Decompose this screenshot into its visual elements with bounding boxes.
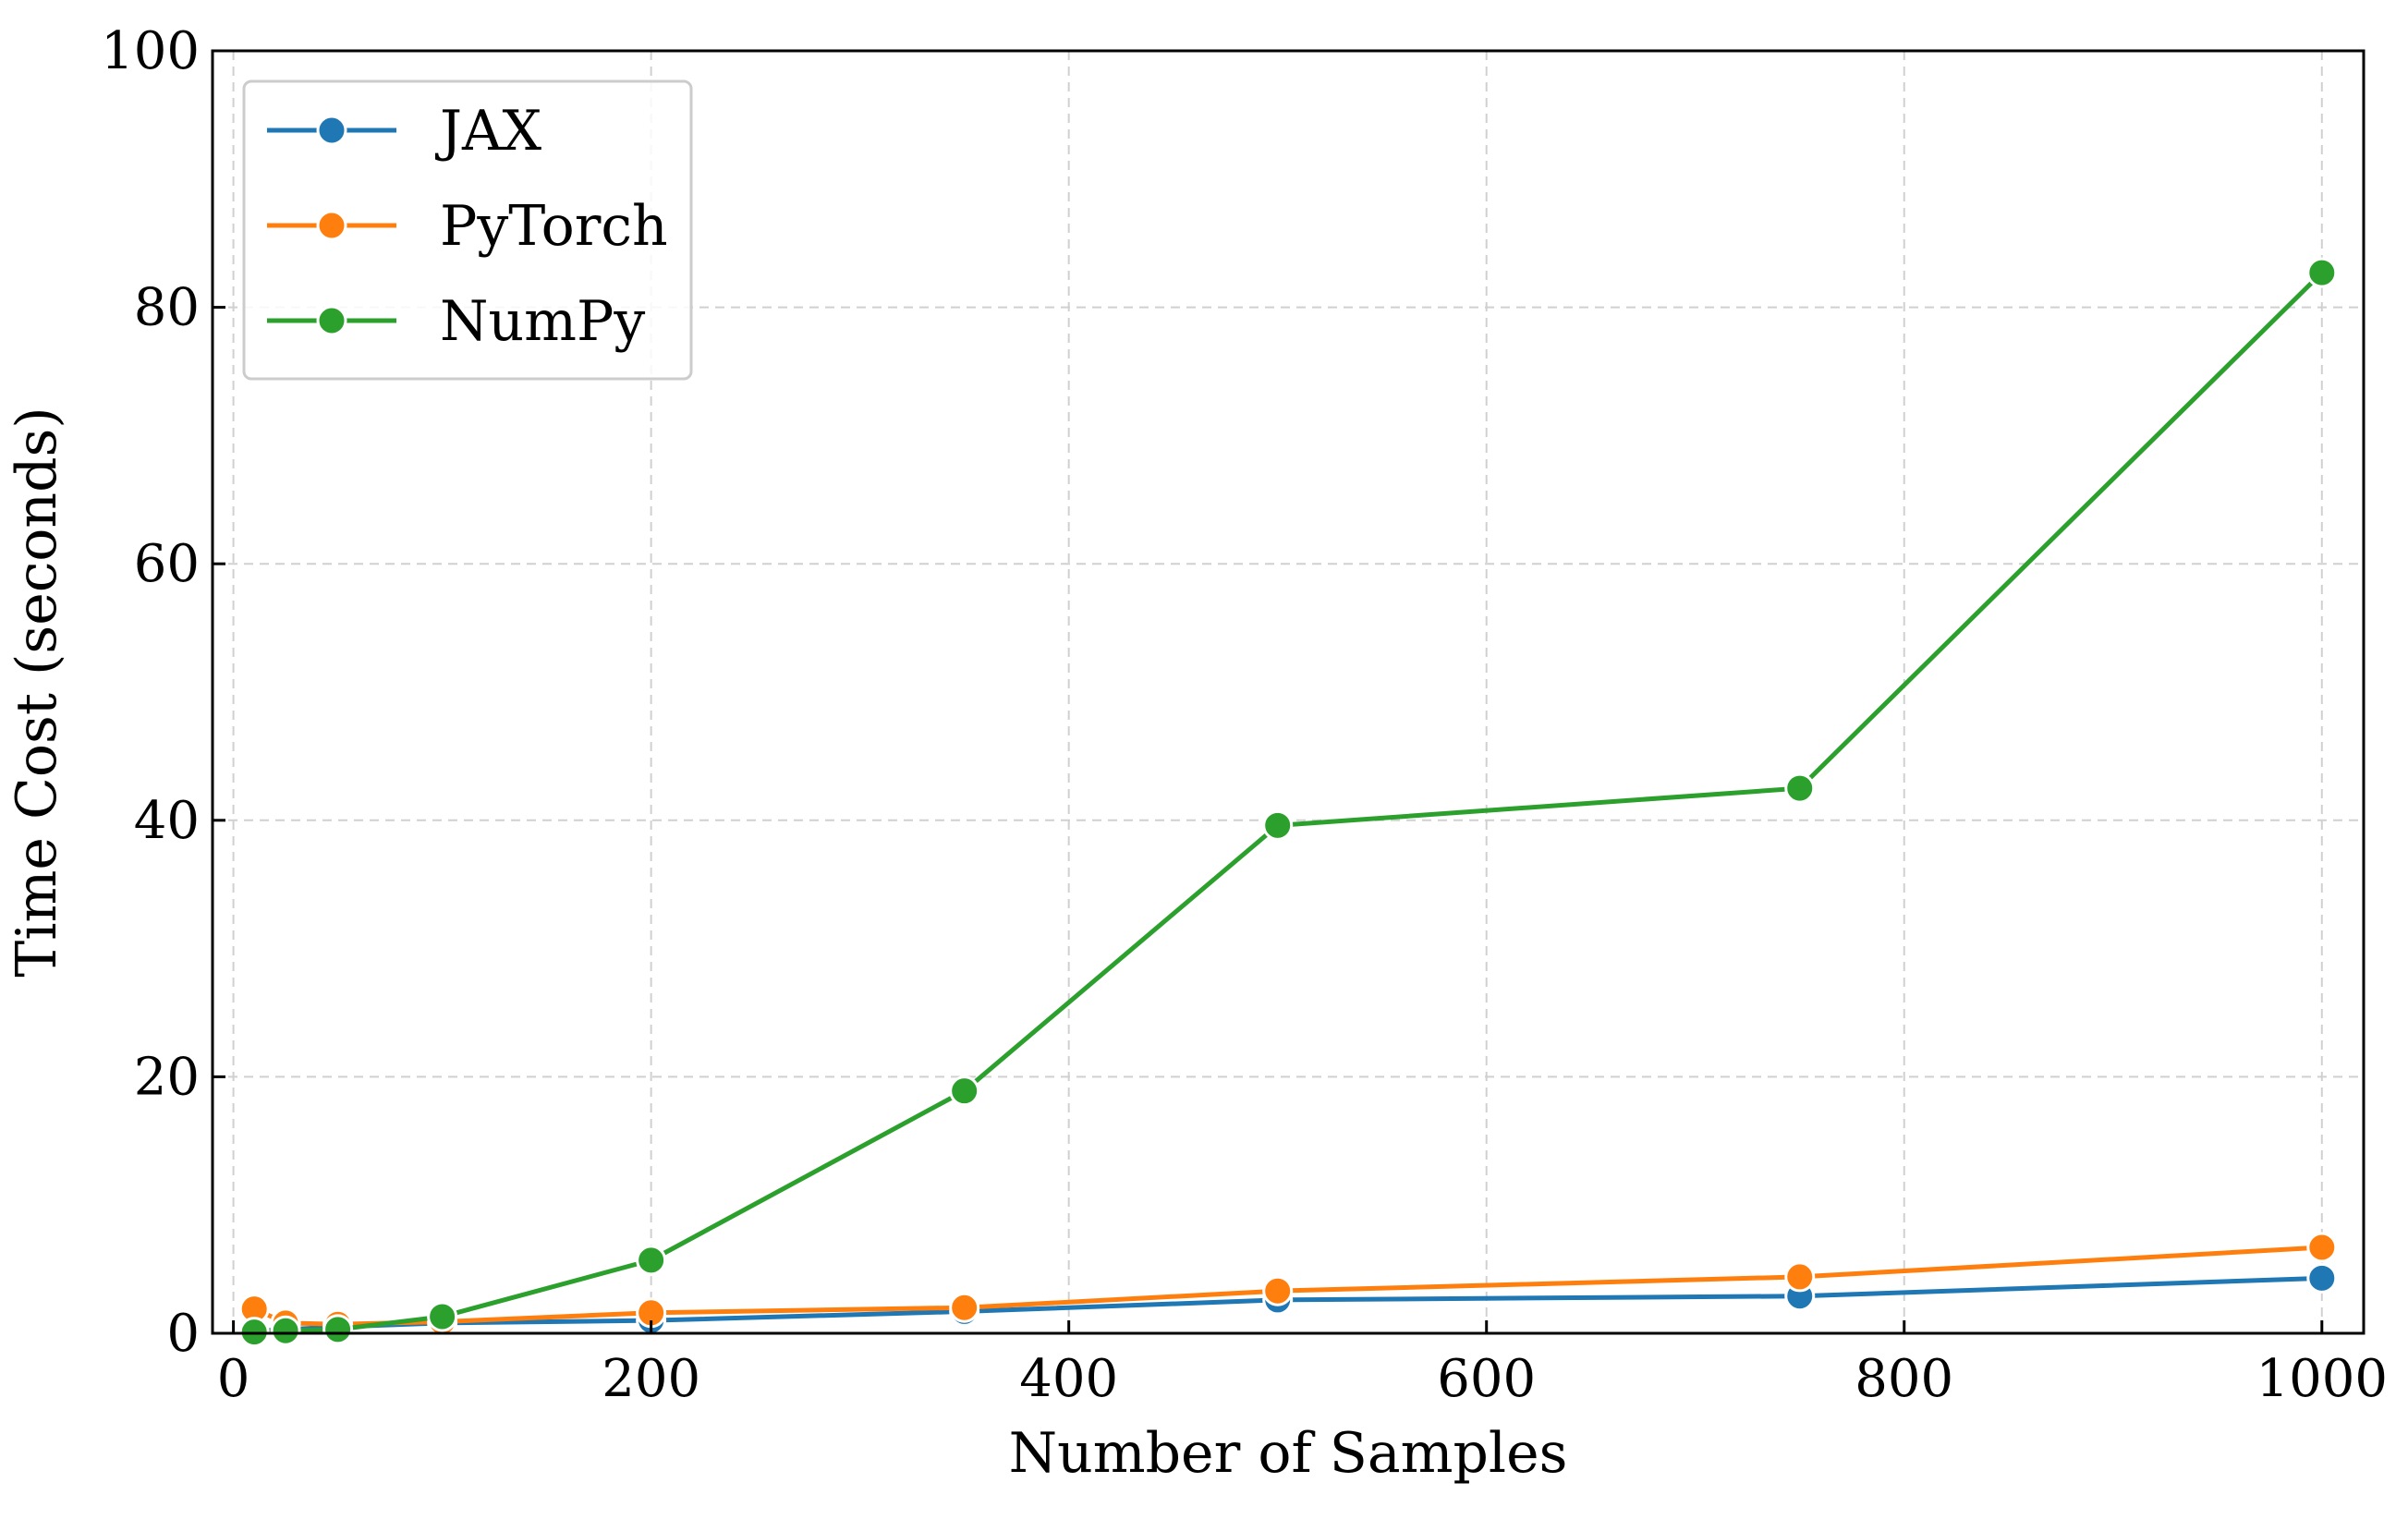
data-point-numpy [427, 1301, 458, 1332]
y-tick-label: 0 [166, 1304, 200, 1364]
x-tick-label: 800 [1855, 1349, 1953, 1409]
y-tick-label: 20 [134, 1047, 200, 1107]
x-tick-label: 400 [1019, 1349, 1118, 1409]
series-group [238, 257, 2338, 1348]
legend-label-jax: JAX [434, 99, 541, 164]
data-point-pytorch [1784, 1261, 1816, 1293]
legend-box [242, 79, 693, 381]
axis-ticks: 0 200 400 600 800 1000 0 20 40 60 80 100 [101, 21, 2388, 1409]
series-numpy [238, 257, 2338, 1348]
x-tick-label: 600 [1437, 1349, 1536, 1409]
legend-marker-pytorch [316, 210, 347, 241]
x-tick-label: 200 [602, 1349, 700, 1409]
legend-label-pytorch: PyTorch [440, 194, 668, 259]
data-point-numpy [270, 1315, 301, 1346]
legend-marker-numpy [316, 305, 347, 336]
legend-label-numpy: NumPy [440, 289, 645, 354]
data-point-numpy [636, 1245, 667, 1276]
data-point-numpy [1784, 772, 1816, 804]
y-tick-label: 100 [101, 21, 200, 81]
data-point-jax [2306, 1262, 2338, 1294]
data-point-numpy [1262, 809, 1294, 841]
series-line-numpy [254, 271, 2324, 1335]
x-tick-label: 1000 [2256, 1349, 2389, 1409]
data-point-pytorch [949, 1292, 980, 1323]
y-axis-label: Time Cost (seconds) [5, 407, 69, 977]
data-point-pytorch [2306, 1232, 2338, 1263]
data-point-numpy [949, 1075, 980, 1107]
data-point-pytorch [1262, 1275, 1294, 1306]
data-point-numpy [322, 1314, 354, 1345]
legend-item-pytorch: PyTorch [267, 194, 668, 259]
legend-item-jax: JAX [267, 99, 541, 164]
data-point-numpy [2306, 257, 2338, 288]
y-tick-label: 80 [134, 278, 200, 338]
legend: JAX PyTorch NumPy [242, 79, 693, 381]
y-tick-label: 60 [134, 534, 200, 594]
legend-item-numpy: NumPy [267, 289, 645, 354]
legend-marker-jax [316, 115, 347, 146]
x-axis-label: Number of Samples [1009, 1421, 1568, 1486]
x-tick-label: 0 [217, 1349, 250, 1409]
y-tick-label: 40 [134, 791, 200, 851]
plot-frame [211, 49, 2365, 1335]
